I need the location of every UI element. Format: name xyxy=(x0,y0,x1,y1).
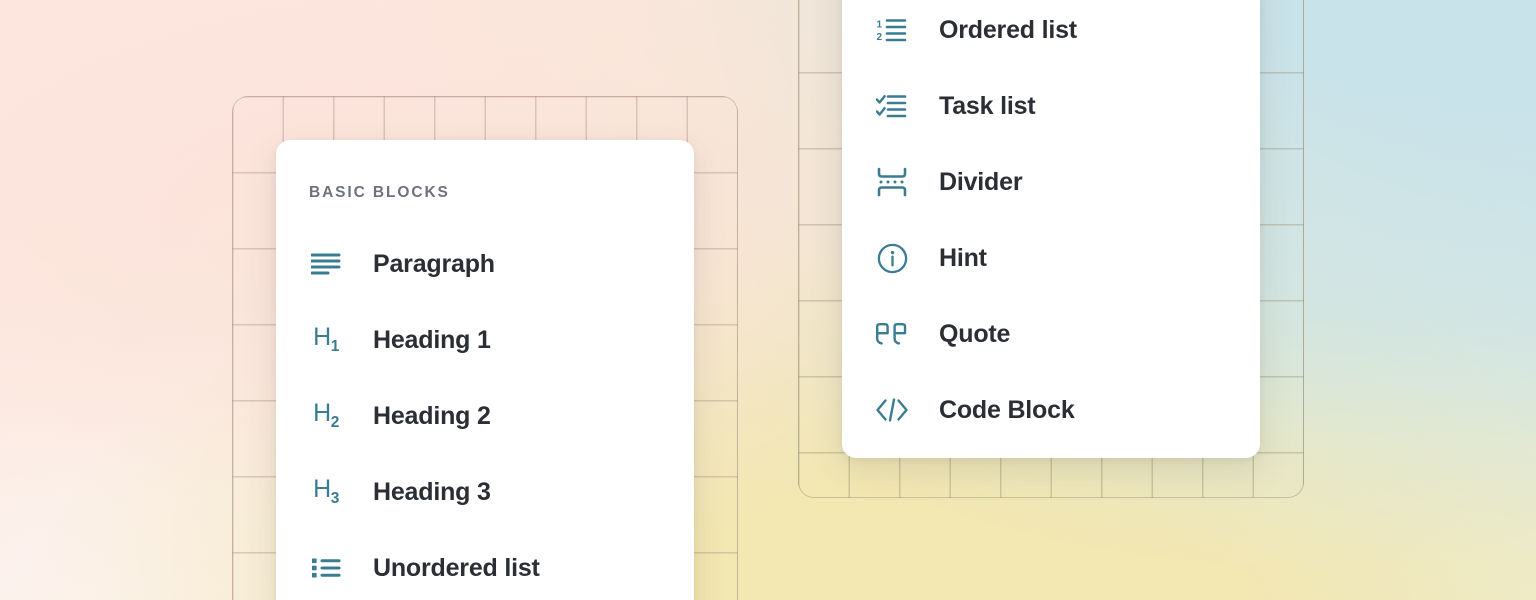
menu-item-label: Ordered list xyxy=(939,15,1077,44)
heading-1-icon: H1 xyxy=(313,323,339,356)
basic-blocks-section-label: BASIC BLOCKS xyxy=(309,184,450,201)
unordered-list-icon xyxy=(309,551,343,585)
basic-blocks-menu-list: Paragraph H1 Heading 1 H2 Heading 2 H3 H… xyxy=(276,226,694,600)
paragraph-lines-icon xyxy=(309,247,343,281)
svg-text:2: 2 xyxy=(877,32,883,43)
menu-item-label: Task list xyxy=(939,91,1036,120)
svg-text:1: 1 xyxy=(877,20,883,31)
menu-item-label: Code Block xyxy=(939,395,1075,424)
menu-item-label: Paragraph xyxy=(373,249,495,278)
menu-item-code-block[interactable]: Code Block xyxy=(842,372,1260,448)
menu-item-label: Heading 2 xyxy=(373,401,491,430)
task-list-icon xyxy=(875,89,909,123)
menu-item-label: Unordered list xyxy=(373,553,540,582)
menu-item-label: Heading 1 xyxy=(373,325,491,354)
more-blocks-menu-list: 1 2 Ordered list xyxy=(842,0,1260,448)
menu-item-label: Quote xyxy=(939,319,1011,348)
code-block-icon xyxy=(875,393,909,427)
ordered-list-icon: 1 2 xyxy=(875,13,909,47)
basic-blocks-menu-card: BASIC BLOCKS Paragraph H1 Heading 1 xyxy=(276,140,694,600)
quote-marks-icon xyxy=(875,317,909,351)
menu-item-unordered-list[interactable]: Unordered list xyxy=(276,530,694,600)
menu-item-label: Heading 3 xyxy=(373,477,491,506)
menu-item-divider[interactable]: Divider xyxy=(842,144,1260,220)
heading-2-icon: H2 xyxy=(313,399,339,432)
menu-item-label: Hint xyxy=(939,243,987,272)
more-blocks-menu-card: 1 2 Ordered list xyxy=(842,0,1260,458)
divider-icon xyxy=(875,165,909,199)
heading-3-icon: H3 xyxy=(313,475,339,508)
menu-item-heading-2[interactable]: H2 Heading 2 xyxy=(276,378,694,454)
menu-item-quote[interactable]: Quote xyxy=(842,296,1260,372)
menu-item-ordered-list[interactable]: 1 2 Ordered list xyxy=(842,0,1260,68)
menu-item-heading-1[interactable]: H1 Heading 1 xyxy=(276,302,694,378)
menu-item-label: Divider xyxy=(939,167,1023,196)
hint-info-circle-icon xyxy=(875,241,909,275)
menu-item-hint[interactable]: Hint xyxy=(842,220,1260,296)
menu-item-heading-3[interactable]: H3 Heading 3 xyxy=(276,454,694,530)
menu-item-paragraph[interactable]: Paragraph xyxy=(276,226,694,302)
menu-item-task-list[interactable]: Task list xyxy=(842,68,1260,144)
